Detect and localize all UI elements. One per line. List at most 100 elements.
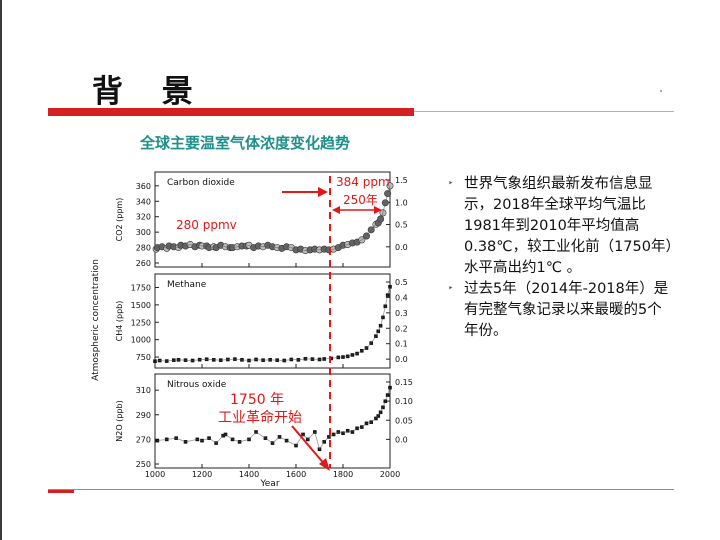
data-point bbox=[205, 244, 213, 252]
bullet-item-warming: ‣ 世界气象组织最新发布信息显示，2018年全球平均气温比1981年到2010年… bbox=[448, 174, 676, 279]
y-tick-label: 1000 bbox=[131, 336, 151, 345]
data-point bbox=[261, 358, 265, 362]
y2-tick-label: 1.5 bbox=[395, 176, 408, 185]
data-point bbox=[386, 182, 394, 190]
data-point bbox=[325, 246, 333, 254]
data-point bbox=[376, 329, 381, 334]
data-point bbox=[275, 358, 279, 362]
arrow-250-head-left bbox=[332, 206, 340, 214]
data-point bbox=[263, 436, 268, 440]
data-point bbox=[183, 440, 188, 444]
data-point bbox=[233, 357, 237, 361]
panel-frame bbox=[154, 373, 391, 469]
data-point bbox=[367, 226, 375, 234]
data-point bbox=[374, 416, 378, 421]
y2-tick-label: 0.5 bbox=[395, 278, 408, 287]
panel-title: Carbon dioxide bbox=[167, 178, 235, 188]
data-point bbox=[183, 358, 188, 362]
data-point bbox=[268, 243, 276, 251]
data-point bbox=[163, 244, 171, 252]
data-point bbox=[200, 438, 204, 443]
data-point bbox=[378, 410, 383, 415]
data-point bbox=[339, 241, 347, 249]
series-line bbox=[154, 286, 391, 362]
data-point bbox=[283, 243, 291, 251]
bullet-marker-icon: ‣ bbox=[448, 284, 454, 294]
data-point bbox=[233, 243, 241, 251]
data-point bbox=[383, 399, 388, 404]
bottom-rule-accent bbox=[48, 490, 74, 493]
y-tick-label: 300 bbox=[136, 228, 151, 237]
data-point bbox=[345, 428, 350, 433]
data-point bbox=[259, 243, 267, 251]
data-point bbox=[247, 358, 251, 363]
x-tick-label: 1000 bbox=[145, 470, 165, 479]
bullet-item-recent-years: ‣ 过去5年（2014年-2018年）是有完整气象记录以来最暖的5个年份。 bbox=[448, 279, 676, 342]
data-point bbox=[341, 431, 345, 436]
data-point bbox=[172, 358, 176, 362]
y-axis-label-shared: Atmospheric concentration bbox=[91, 259, 101, 381]
data-point bbox=[331, 432, 336, 437]
data-point bbox=[277, 435, 282, 439]
data-point bbox=[320, 245, 328, 253]
annotation-1750: 1750 年 bbox=[230, 392, 284, 408]
data-point bbox=[240, 358, 244, 362]
data-point bbox=[254, 357, 258, 362]
data-point bbox=[322, 440, 326, 444]
data-point bbox=[155, 438, 160, 443]
x-tick-label: 1800 bbox=[333, 470, 353, 479]
data-point bbox=[243, 242, 251, 250]
data-point bbox=[296, 358, 301, 362]
annotation-280-ppmv: 280 ppmv bbox=[176, 218, 237, 232]
annotation-384-ppm: 384 ppm bbox=[336, 175, 390, 189]
data-point bbox=[344, 240, 352, 248]
data-point bbox=[153, 359, 157, 364]
data-point bbox=[379, 209, 387, 217]
data-point bbox=[197, 357, 202, 362]
data-point bbox=[336, 355, 341, 360]
data-point bbox=[348, 239, 356, 247]
data-point bbox=[384, 190, 392, 198]
data-point bbox=[317, 447, 322, 452]
series-line bbox=[157, 387, 391, 451]
data-point bbox=[334, 244, 342, 252]
data-point bbox=[301, 432, 305, 437]
data-point bbox=[268, 358, 272, 362]
panel-y-axis-label: CH4 (ppb) bbox=[115, 301, 124, 342]
data-point bbox=[226, 357, 230, 362]
data-point bbox=[273, 244, 281, 252]
bullet-marker-icon: ‣ bbox=[448, 179, 454, 189]
data-point bbox=[310, 357, 315, 361]
bullet-text: 过去5年（2014年-2018年）是有完整气象记录以来最暖的5个年份。 bbox=[464, 281, 669, 339]
data-point bbox=[369, 420, 373, 424]
y-tick-label: 280 bbox=[136, 244, 151, 253]
y2-tick-label: 1.0 bbox=[395, 198, 408, 207]
data-point bbox=[210, 243, 218, 251]
data-point bbox=[378, 323, 383, 328]
data-point bbox=[287, 244, 295, 252]
title-rule-thick bbox=[48, 108, 414, 116]
data-point bbox=[190, 358, 195, 363]
data-point bbox=[313, 430, 317, 434]
data-point bbox=[374, 219, 382, 227]
data-point bbox=[238, 242, 246, 250]
data-point bbox=[305, 437, 310, 442]
data-point bbox=[315, 246, 323, 254]
data-point bbox=[297, 245, 305, 253]
data-point bbox=[226, 244, 234, 252]
series-line bbox=[155, 185, 391, 252]
y-tick-label: 360 bbox=[136, 182, 151, 191]
y2-tick-label: 0.3 bbox=[395, 309, 408, 318]
x-tick-label: 1200 bbox=[192, 470, 212, 479]
panel-title: Nitrous oxide bbox=[167, 380, 227, 390]
slide-title: 背 景 bbox=[92, 74, 207, 110]
data-point bbox=[327, 435, 331, 439]
data-point bbox=[292, 246, 300, 254]
y-tick-label: 250 bbox=[136, 460, 151, 469]
data-point bbox=[264, 241, 272, 249]
data-point bbox=[182, 242, 190, 250]
chart-caption: 全球主要温室气体浓度变化趋势 bbox=[140, 134, 351, 152]
data-point bbox=[223, 432, 228, 437]
panel-title: Methane bbox=[167, 280, 207, 290]
data-point bbox=[301, 247, 309, 255]
